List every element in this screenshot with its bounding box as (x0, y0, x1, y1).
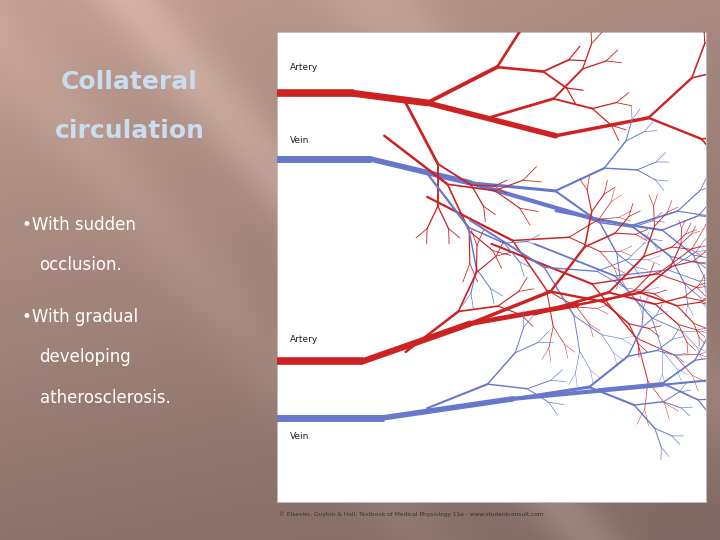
Text: Artery: Artery (290, 335, 318, 345)
Text: Vein: Vein (290, 432, 310, 441)
Text: atherosclerosis.: atherosclerosis. (40, 389, 171, 407)
Text: occlusion.: occlusion. (40, 256, 122, 274)
Text: •With gradual: •With gradual (22, 308, 138, 326)
FancyBboxPatch shape (277, 32, 706, 502)
Text: © Elsevier, Guyton & Hall: Textbook of Medical Physiology 11e - www.studentconsu: © Elsevier, Guyton & Hall: Textbook of M… (279, 512, 544, 517)
Text: Artery: Artery (290, 63, 318, 72)
Text: Collateral: Collateral (61, 70, 198, 94)
Text: developing: developing (40, 348, 131, 366)
Text: circulation: circulation (55, 119, 204, 143)
Text: •With sudden: •With sudden (22, 216, 135, 234)
Text: Vein: Vein (290, 136, 310, 145)
